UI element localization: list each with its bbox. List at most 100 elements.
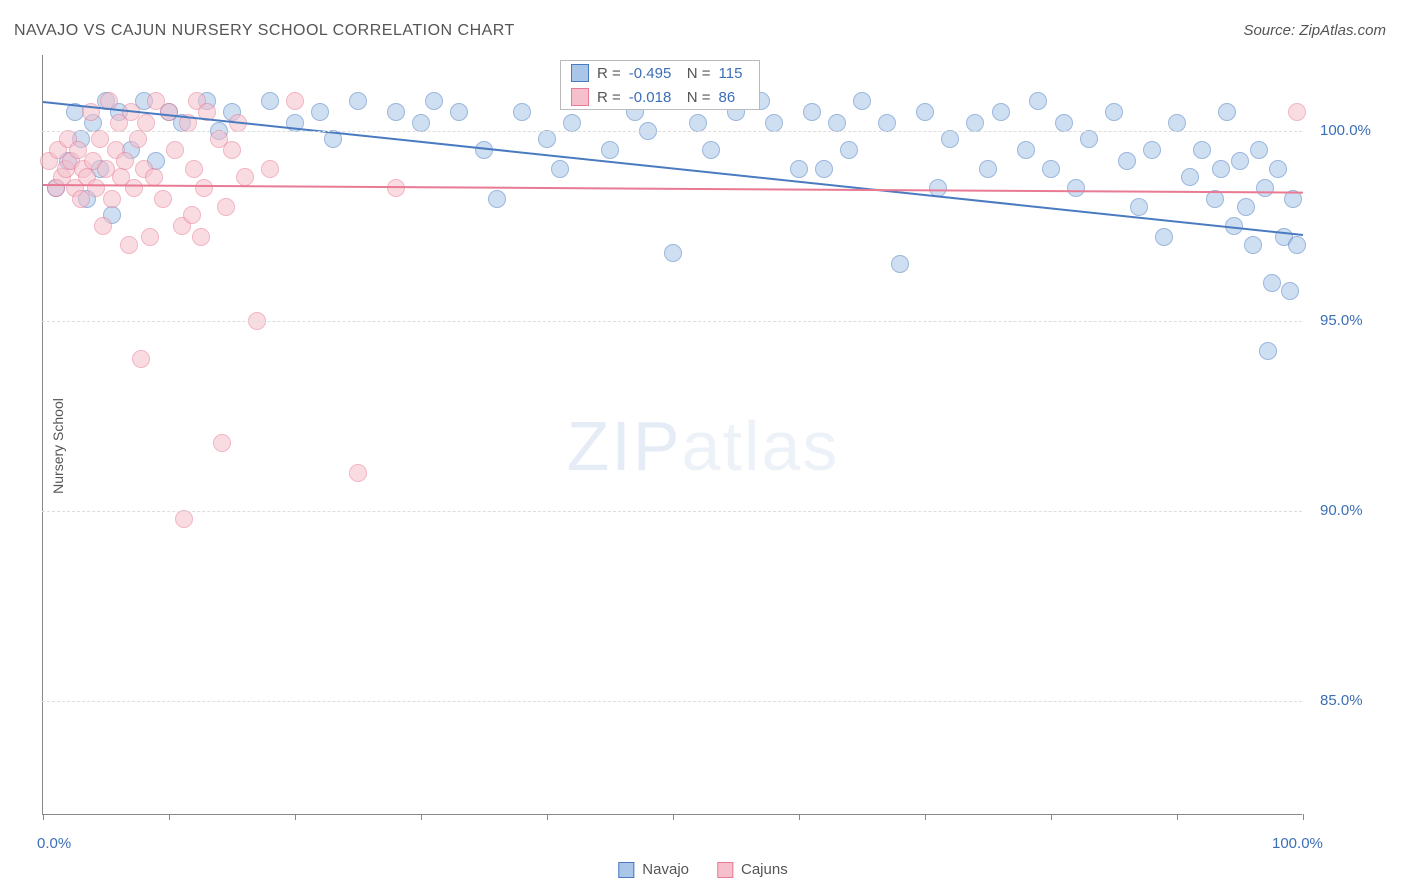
data-point: [1263, 274, 1281, 292]
data-point: [166, 141, 184, 159]
data-point: [702, 141, 720, 159]
data-point: [450, 103, 468, 121]
y-tick-label: 85.0%: [1320, 692, 1363, 709]
data-point: [1168, 114, 1186, 132]
data-point: [765, 114, 783, 132]
data-point: [1181, 168, 1199, 186]
legend-label: Navajo: [642, 861, 689, 878]
data-point: [160, 103, 178, 121]
data-point: [664, 244, 682, 262]
y-tick-label: 95.0%: [1320, 312, 1363, 329]
legend: Navajo Cajuns: [618, 861, 787, 878]
data-point: [183, 206, 201, 224]
correlation-row: R = -0.495 N = 115: [561, 61, 759, 85]
correlation-box: R = -0.495 N = 115 R =-0.018N =86: [560, 60, 760, 110]
data-point: [790, 160, 808, 178]
r-label: R =: [597, 65, 621, 82]
data-point: [217, 198, 235, 216]
data-point: [103, 190, 121, 208]
legend-swatch: [717, 862, 733, 878]
data-point: [129, 130, 147, 148]
data-point: [286, 92, 304, 110]
data-point: [145, 168, 163, 186]
x-tick: [799, 814, 800, 820]
data-point: [979, 160, 997, 178]
data-point: [1231, 152, 1249, 170]
legend-label: Cajuns: [741, 861, 788, 878]
data-point: [1212, 160, 1230, 178]
x-tick: [925, 814, 926, 820]
n-label: N =: [687, 65, 711, 82]
data-point: [1193, 141, 1211, 159]
data-point: [425, 92, 443, 110]
data-point: [116, 152, 134, 170]
data-point: [192, 228, 210, 246]
data-point: [261, 92, 279, 110]
trend-line: [43, 184, 1303, 194]
data-point: [236, 168, 254, 186]
data-point: [538, 130, 556, 148]
series-swatch: [571, 64, 589, 82]
y-tick-label: 90.0%: [1320, 502, 1363, 519]
data-point: [185, 160, 203, 178]
data-point: [1105, 103, 1123, 121]
data-point: [878, 114, 896, 132]
x-tick: [421, 814, 422, 820]
data-point: [513, 103, 531, 121]
data-point: [853, 92, 871, 110]
correlation-row: R =-0.018N =86: [561, 85, 759, 109]
data-point: [689, 114, 707, 132]
data-point: [125, 179, 143, 197]
data-point: [1155, 228, 1173, 246]
series-swatch: [571, 88, 589, 106]
gridline: [42, 131, 1302, 132]
gridline: [42, 511, 1302, 512]
data-point: [154, 190, 172, 208]
x-tick: [1177, 814, 1178, 820]
data-point: [828, 114, 846, 132]
data-point: [87, 179, 105, 197]
data-point: [1080, 130, 1098, 148]
data-point: [349, 464, 367, 482]
data-point: [1218, 103, 1236, 121]
n-value: 115: [719, 65, 749, 82]
x-tick-label: 0.0%: [37, 835, 71, 852]
x-tick: [169, 814, 170, 820]
x-tick: [295, 814, 296, 820]
data-point: [1288, 103, 1306, 121]
data-point: [941, 130, 959, 148]
data-point: [1256, 179, 1274, 197]
y-tick-label: 100.0%: [1320, 122, 1371, 139]
data-point: [91, 130, 109, 148]
r-value: -0.495: [629, 65, 679, 82]
data-point: [175, 510, 193, 528]
y-axis-label: Nursery School: [50, 398, 66, 494]
data-point: [412, 114, 430, 132]
gridline: [42, 701, 1302, 702]
data-point: [137, 114, 155, 132]
data-point: [1118, 152, 1136, 170]
data-point: [94, 217, 112, 235]
data-point: [1288, 236, 1306, 254]
data-point: [1017, 141, 1035, 159]
data-point: [1029, 92, 1047, 110]
r-label: R =: [597, 89, 621, 106]
data-point: [601, 141, 619, 159]
legend-item: Navajo: [618, 861, 689, 878]
chart-title: NAVAJO VS CAJUN NURSERY SCHOOL CORRELATI…: [14, 22, 515, 40]
data-point: [563, 114, 581, 132]
legend-item: Cajuns: [717, 861, 788, 878]
data-point: [1259, 342, 1277, 360]
data-point: [966, 114, 984, 132]
data-point: [1067, 179, 1085, 197]
data-point: [916, 103, 934, 121]
x-tick: [1303, 814, 1304, 820]
legend-swatch: [618, 862, 634, 878]
data-point: [840, 141, 858, 159]
x-tick: [547, 814, 548, 820]
data-point: [223, 141, 241, 159]
data-point: [992, 103, 1010, 121]
gridline: [42, 321, 1302, 322]
data-point: [387, 103, 405, 121]
data-point: [815, 160, 833, 178]
